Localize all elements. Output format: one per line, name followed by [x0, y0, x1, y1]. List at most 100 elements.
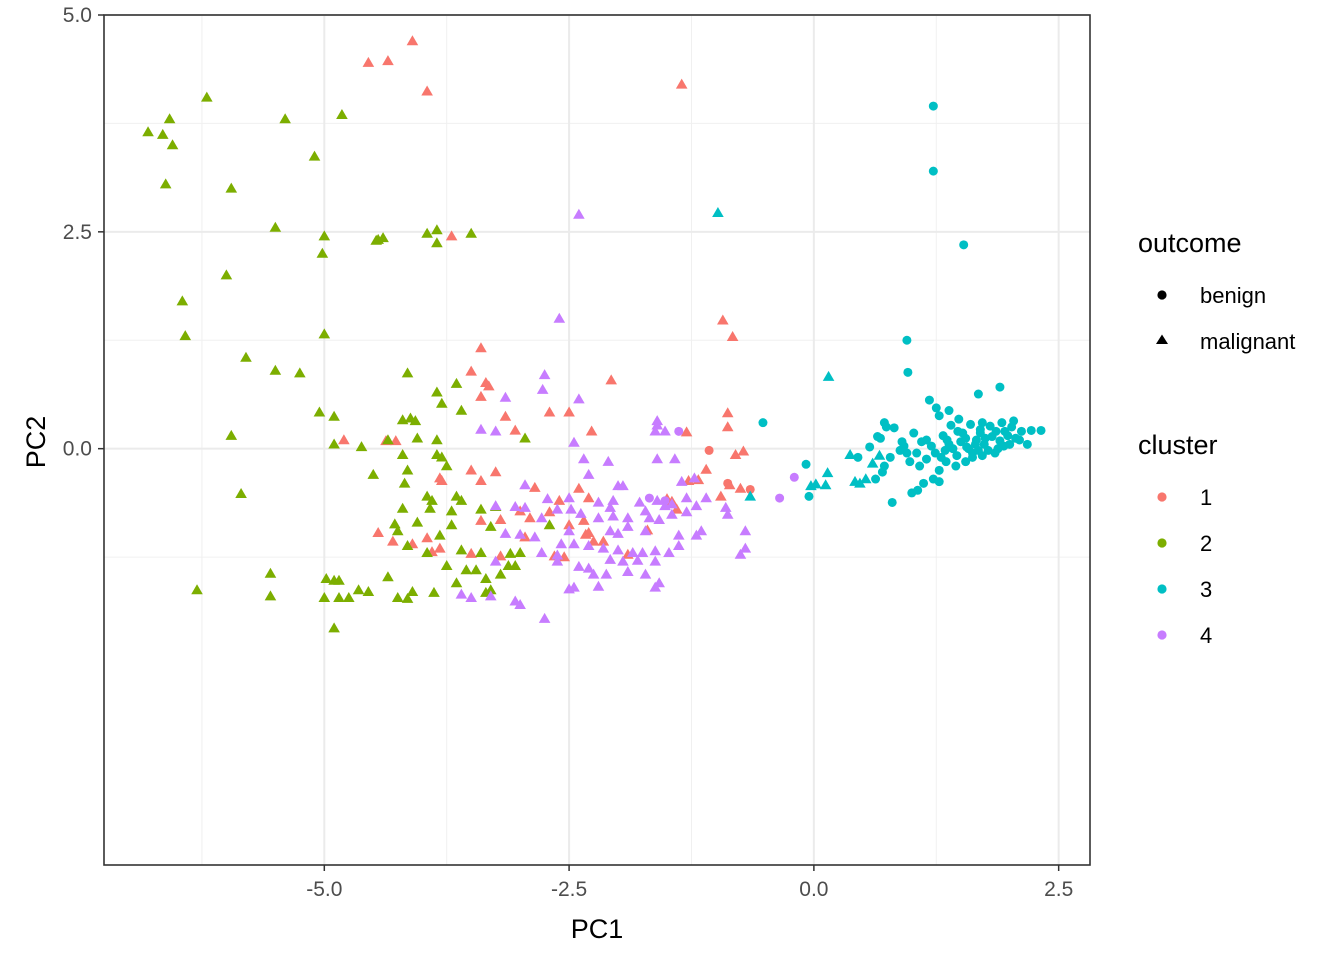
- point-cluster-4-malignant: [489, 555, 502, 566]
- point-cluster-3-benign: [758, 418, 768, 428]
- point-cluster-4-malignant: [563, 525, 575, 536]
- point-cluster-3-benign: [961, 457, 971, 467]
- point-cluster-1-malignant: [671, 503, 683, 514]
- point-cluster-4-benign: [674, 426, 684, 436]
- point-cluster-2-malignant: [382, 434, 394, 445]
- point-cluster-4-malignant: [604, 553, 617, 564]
- point-cluster-3-benign: [973, 445, 983, 455]
- point-cluster-3-benign: [924, 395, 934, 405]
- point-cluster-4-malignant: [633, 496, 646, 507]
- point-cluster-3-benign: [871, 474, 881, 484]
- point-cluster-2-malignant: [411, 516, 424, 527]
- point-cluster-3-malignant: [859, 473, 872, 484]
- point-cluster-3-benign: [983, 445, 993, 455]
- point-cluster-2-malignant: [352, 584, 365, 595]
- point-cluster-2-malignant: [142, 126, 154, 137]
- point-cluster-3-benign: [968, 452, 978, 462]
- point-cluster-2-malignant: [191, 584, 203, 595]
- point-cluster-4-malignant: [555, 538, 568, 549]
- point-cluster-4-malignant: [690, 500, 703, 511]
- point-cluster-3-benign: [804, 491, 814, 501]
- point-cluster-2-malignant: [264, 567, 277, 578]
- point-cluster-4-malignant: [499, 527, 512, 538]
- point-cluster-2-malignant: [225, 429, 238, 440]
- point-cluster-1-malignant: [680, 426, 693, 437]
- point-cluster-3-benign: [931, 403, 941, 413]
- point-cluster-1-malignant: [682, 474, 695, 485]
- point-cluster-1-malignant: [362, 56, 375, 67]
- point-cluster-3-benign: [934, 465, 944, 475]
- point-cluster-1-malignant: [721, 407, 734, 418]
- point-cluster-3-benign: [1005, 439, 1015, 449]
- point-cluster-1-malignant: [465, 464, 477, 475]
- point-cluster-2-malignant: [269, 364, 282, 375]
- point-cluster-1-malignant: [509, 424, 522, 435]
- point-cluster-2-malignant: [318, 230, 331, 241]
- point-cluster-4-malignant: [519, 501, 531, 512]
- point-cluster-2-malignant: [484, 584, 497, 595]
- point-cluster-1-malignant: [585, 425, 598, 436]
- point-cluster-1-malignant: [579, 528, 592, 539]
- point-cluster-4-malignant: [622, 512, 634, 523]
- point-cluster-2-malignant: [465, 227, 477, 238]
- point-cluster-4-malignant: [536, 383, 549, 394]
- point-cluster-3-benign: [912, 448, 922, 458]
- point-cluster-3-benign: [954, 414, 964, 424]
- point-cluster-2-malignant: [455, 544, 468, 555]
- y-tick-label: 2.5: [63, 221, 92, 244]
- point-cluster-2-malignant: [470, 564, 482, 575]
- point-cluster-2-malignant: [421, 546, 433, 557]
- y-tick-label: 0.0: [63, 438, 92, 461]
- point-cluster-4-malignant: [604, 525, 617, 536]
- point-cluster-4-malignant: [573, 560, 585, 571]
- point-cluster-3-benign: [944, 406, 954, 416]
- point-cluster-2-malignant: [389, 518, 401, 529]
- point-cluster-1-malignant: [465, 547, 477, 558]
- point-cluster-3-benign: [928, 101, 938, 111]
- point-cluster-3-malignant: [744, 490, 757, 501]
- point-cluster-4-malignant: [602, 455, 615, 466]
- point-cluster-4-malignant: [535, 512, 548, 523]
- legend-malignant-label: malignant: [1200, 329, 1295, 354]
- point-cluster-2-malignant: [279, 113, 291, 124]
- point-cluster-1-malignant: [475, 474, 487, 485]
- point-cluster-3-benign: [902, 448, 912, 458]
- point-cluster-2-malignant: [370, 234, 383, 245]
- point-cluster-3-benign: [995, 382, 1005, 392]
- point-cluster-4-malignant: [514, 528, 526, 539]
- x-tick-label: 0.0: [799, 878, 828, 901]
- point-cluster-4-malignant: [577, 453, 590, 464]
- point-cluster-1-malignant: [387, 535, 399, 546]
- x-tick-label: -5.0: [306, 878, 342, 901]
- point-cluster-3-benign: [1015, 435, 1025, 445]
- point-cluster-2-malignant: [409, 415, 422, 426]
- point-cluster-1-malignant: [721, 421, 734, 432]
- point-cluster-2-malignant: [220, 269, 233, 280]
- point-cluster-2-malignant: [436, 451, 448, 462]
- point-cluster-4-malignant: [538, 369, 551, 380]
- point-cluster-2-malignant: [159, 178, 172, 189]
- point-cluster-4-malignant: [688, 472, 701, 483]
- point-cluster-2-malignant: [367, 468, 380, 479]
- point-cluster-4-malignant: [680, 506, 693, 517]
- point-cluster-2-malignant: [313, 406, 326, 417]
- point-cluster-2-malignant: [421, 227, 433, 238]
- point-cluster-4-malignant: [666, 498, 678, 509]
- point-cluster-3-benign: [885, 452, 895, 462]
- point-cluster-3-benign: [977, 418, 987, 428]
- point-cluster-4-malignant: [465, 592, 477, 603]
- legend-cluster-1-key-icon: [1157, 492, 1167, 502]
- point-cluster-4-malignant: [568, 538, 580, 549]
- point-cluster-3-benign: [887, 497, 897, 507]
- legend-cluster-3-label: 3: [1200, 577, 1212, 602]
- point-cluster-1-malignant: [483, 380, 495, 391]
- point-cluster-4-malignant: [675, 475, 688, 486]
- point-cluster-2-malignant: [475, 546, 487, 557]
- point-cluster-4-malignant: [573, 393, 585, 404]
- point-cluster-4-malignant: [568, 436, 580, 447]
- point-cluster-4-malignant: [541, 493, 554, 504]
- point-cluster-2-malignant: [156, 128, 169, 139]
- point-cluster-4-malignant: [607, 510, 619, 521]
- legend-benign-key-icon: [1157, 290, 1167, 300]
- point-cluster-4-malignant: [649, 555, 662, 566]
